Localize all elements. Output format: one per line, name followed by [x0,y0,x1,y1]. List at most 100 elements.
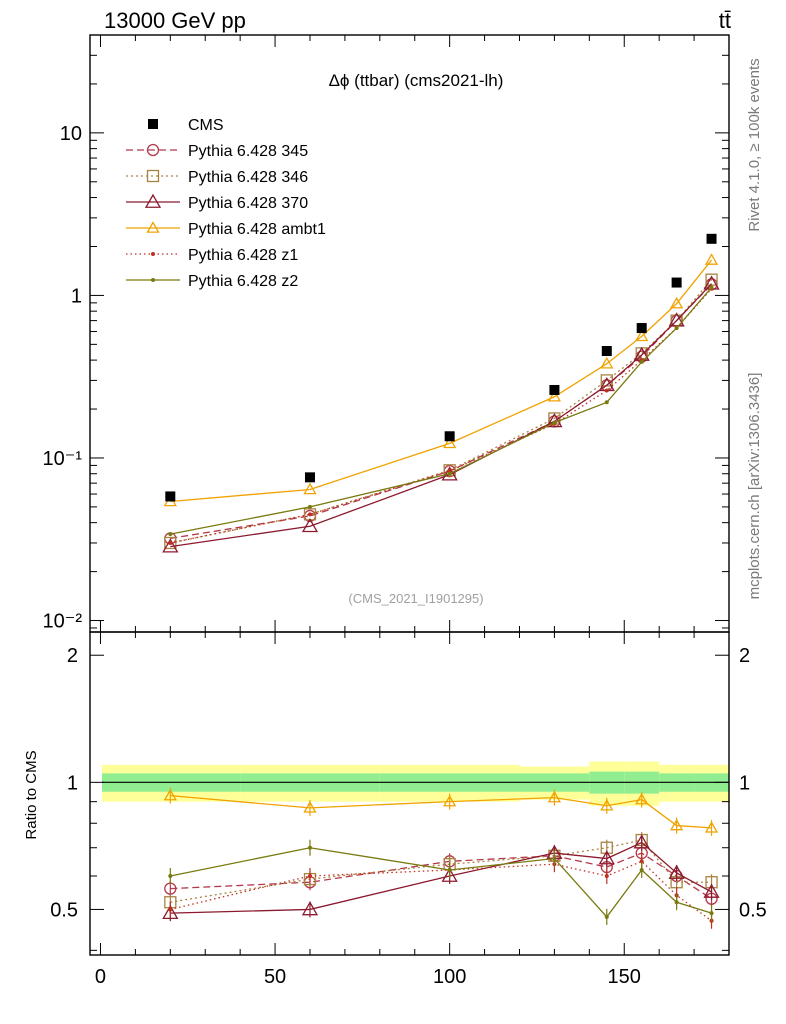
series-3-ratio-point [443,794,457,807]
series-3-ratio-point [704,821,719,833]
series-5-main-point-shape [604,400,609,405]
series-5-ratio-point [639,867,644,872]
legend-marker-1 [146,169,160,183]
legend: CMS Pythia 6.428 345 Pythia 6.428 346 Pythi… [126,117,326,290]
ratio-y-tick-label-right: 2 [739,645,750,667]
series-5-ratio-point-shape [709,911,714,916]
series-5-ratio-point-shape [639,867,644,872]
series-1-main-point-shape [443,464,456,477]
series-3-ratio-point-shape [704,821,719,833]
legend-marker-3-shape [146,221,160,233]
series-4-ratio-point-shape [604,874,609,879]
series-2-ratio-point [162,904,179,920]
series-2-main-point [546,413,563,428]
source-label: mcplots.cern.ch [arXiv:1306.3436] [746,373,763,600]
series-5-main-point-shape [447,471,452,476]
series-5-main-point-shape [307,504,312,509]
series-3-main-point-shape [600,356,614,369]
series-2-main-point-shape [668,312,685,327]
legend-entry-1: Pythia 6.428 346 [126,169,308,186]
series-2-main-point-shape [441,466,458,481]
series-5-ratio-point [709,911,714,916]
ratio-y-tick-label-right: 1 [739,772,750,794]
main-y-tick-label: 10 [60,123,82,145]
series-3-main-point-shape [443,436,457,449]
cms-data-point [671,277,682,288]
series-5-main-point [168,532,173,537]
series-5-main-point [604,400,609,405]
series-1-ratio-line [170,839,712,903]
series-5-main-point [674,326,679,331]
series-3-main-point-shape [303,482,317,495]
series-3-ratio-point [303,801,317,813]
cms-data-point [444,431,455,442]
cms-data-point [165,491,176,502]
series-2-main-line [170,283,713,548]
series-3-main-point [600,356,614,369]
series-5-ratio-point [307,845,312,850]
main-panel: 10⁻² 10⁻¹ 1 10 Δϕ (ttbar) (cms2021-lh) (CMS… [43,34,730,633]
legend-label-2: Pythia 6.428 370 [188,195,308,212]
series-3-ratio-point [600,798,614,811]
legend-label-3: Pythia 6.428 ambt1 [188,221,326,238]
series-5-main-point-shape [674,326,679,331]
legend-marker-1-shape [146,169,160,183]
series-5-main-point-shape [168,532,173,537]
legend-entry-4: Pythia 6.428 z1 [126,247,298,264]
series-3-ratio-point-shape [670,818,684,831]
legend-entry-3: Pythia 6.428 ambt1 [126,221,326,238]
x-tick-label: 100 [433,966,466,988]
series-3-main-point-shape [547,389,562,402]
series-0-ratio-line [170,852,712,900]
main-y-tick-label: 1 [71,285,82,307]
series-2-ratio-line [170,841,712,914]
series-3-ratio-point-shape [163,788,177,801]
series-1-main-point [443,464,456,477]
ratio-frame [89,631,730,956]
series-4-main-point [168,540,173,545]
series-3-ratio-point [670,818,684,831]
cms-data-point [601,346,612,357]
series-2-main-point-shape [546,413,563,428]
energy-label: 13000 GeV pp [104,8,246,33]
analysis-watermark: (CMS_2021_I1901295) [348,591,483,606]
legend-label-0: Pythia 6.428 345 [188,143,308,160]
series-2-ratio-point-shape [441,867,458,882]
series-2-ratio-point-shape [633,834,650,849]
series-5-main-point [639,359,644,364]
series-5-main-point [552,420,557,425]
main-frame [89,34,730,633]
series-2-ratio-point-shape [301,901,319,916]
ratio-axis-label: Ratio to CMS [23,750,40,839]
series-2-ratio-point-shape [668,864,685,879]
series-4-ratio-point [307,874,312,879]
series-4-ratio-point-shape [168,907,173,912]
legend-marker-5 [151,278,155,282]
x-tick-label: 150 [608,966,641,988]
process-label: tt̄ [719,8,731,33]
series-5-ratio-point [604,914,609,919]
series-3-ratio-point [163,788,177,801]
series-5-ratio-point [552,856,557,861]
x-tick-label: 50 [264,966,286,988]
series-3-main-point [670,296,684,309]
series-4-ratio-point [639,859,644,864]
legend-label-4: Pythia 6.428 z1 [188,247,298,264]
series-4-ratio-line [170,860,712,922]
legend-marker-4 [151,252,155,256]
series-2-ratio-point [668,864,685,879]
series-5-main-line [170,286,713,535]
series-5-main-point-shape [639,359,644,364]
series-5-ratio-point-shape [447,867,452,872]
legend-marker-cms [148,119,158,129]
series-3-main-point [635,329,649,342]
legend-label-1: Pythia 6.428 346 [188,169,308,186]
series-3-ratio-point-shape [443,794,457,807]
series-3-main-point [547,389,562,402]
series-5-main-point [307,504,312,509]
ratio-y-tick-label-right: 0.5 [739,899,767,921]
series-3-ratio-line [170,794,712,829]
ratio-panel: 0.5 0.5 1 1 2 2 0 50 100 150 Ratio to CMS [23,631,767,988]
rivet-version-label: Rivet 4.1.0, ≥ 100k events [746,58,763,231]
series-3-main-line [170,259,713,503]
